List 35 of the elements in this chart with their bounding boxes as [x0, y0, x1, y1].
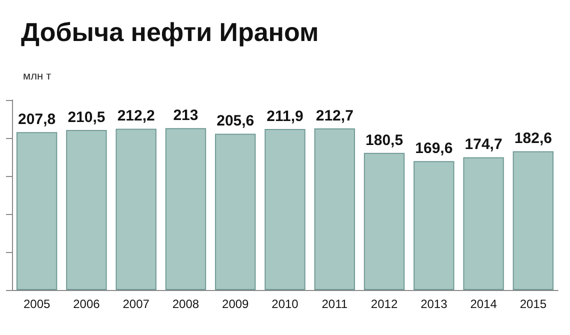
- x-tick-label: 2006: [73, 297, 100, 311]
- data-label: 205,6: [216, 112, 254, 130]
- bar: [116, 128, 156, 290]
- data-label: 207,8: [18, 111, 56, 128]
- bar: [264, 128, 306, 290]
- x-tick-label: 2008: [172, 297, 200, 311]
- data-label: 210,5: [68, 109, 106, 126]
- data-label: 174,7: [464, 136, 502, 154]
- chart-title: Добыча нефти Ираном: [21, 17, 319, 47]
- chart-subtitle: млн т: [23, 70, 52, 82]
- x-tick-label: 2005: [23, 297, 50, 311]
- x-tick-label: 2012: [370, 297, 398, 311]
- bar: [414, 161, 454, 290]
- data-label: 180,5: [366, 132, 404, 149]
- bar: [364, 152, 405, 290]
- x-tick-label: 2014: [470, 297, 498, 311]
- bar: [165, 128, 206, 290]
- bar: [215, 134, 256, 290]
- bar: [512, 151, 554, 290]
- bar: [66, 130, 107, 290]
- data-label: 213: [173, 107, 198, 124]
- bar: [463, 157, 504, 290]
- x-tick-label: 2013: [420, 297, 448, 311]
- x-tick-label: 2007: [122, 297, 150, 311]
- data-label: 211,9: [266, 108, 304, 125]
- data-label: 169,6: [415, 140, 453, 158]
- x-tick-label: 2010: [272, 297, 299, 311]
- data-label: 212,7: [316, 107, 354, 124]
- x-tick-label: 2015: [520, 297, 547, 311]
- data-label: 182,6: [514, 130, 552, 148]
- x-tick-label: 2011: [322, 297, 348, 311]
- x-tick-label: 2009: [222, 297, 250, 311]
- bar: [314, 128, 355, 290]
- data-label: 212,2: [117, 108, 155, 125]
- bar: [16, 132, 58, 290]
